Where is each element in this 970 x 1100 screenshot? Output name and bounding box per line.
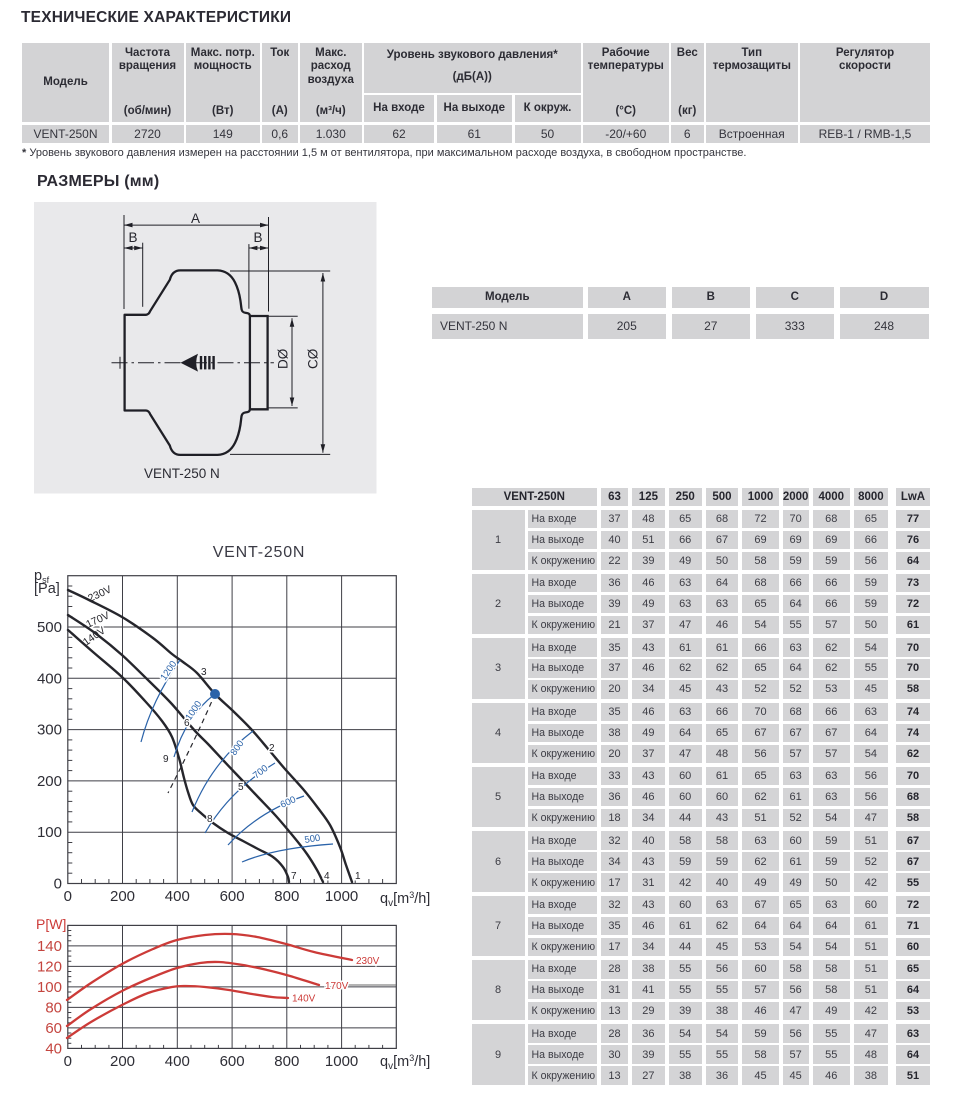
svg-text:9: 9 <box>163 754 169 765</box>
svg-text:B: B <box>129 230 138 245</box>
svg-text:100: 100 <box>37 824 62 841</box>
svg-text:170V: 170V <box>325 981 349 992</box>
svg-text:1: 1 <box>355 871 361 882</box>
svg-text:200: 200 <box>110 1053 135 1070</box>
svg-text:qv[m3/h]: qv[m3/h] <box>380 890 430 909</box>
svg-text:700: 700 <box>251 763 270 781</box>
svg-text:7: 7 <box>291 871 297 882</box>
svg-text:800: 800 <box>274 888 299 905</box>
svg-text:400: 400 <box>37 670 62 687</box>
svg-text:0: 0 <box>64 1053 72 1070</box>
svg-text:DØ: DØ <box>276 348 291 369</box>
svg-text:P[W]: P[W] <box>36 916 66 932</box>
svg-text:A: A <box>191 211 200 226</box>
svg-text:qv[m3/h]: qv[m3/h] <box>380 1053 430 1072</box>
svg-text:1000: 1000 <box>325 1053 358 1070</box>
svg-text:400: 400 <box>165 888 190 905</box>
svg-text:40: 40 <box>45 1040 62 1057</box>
svg-text:300: 300 <box>37 722 62 739</box>
svg-text:600: 600 <box>220 1053 245 1070</box>
svg-text:VENT-250N: VENT-250N <box>213 544 306 561</box>
svg-text:6: 6 <box>184 718 190 729</box>
svg-text:500: 500 <box>304 833 321 846</box>
svg-text:140V: 140V <box>292 994 316 1005</box>
svg-text:230V: 230V <box>356 956 380 967</box>
svg-text:80: 80 <box>45 999 62 1016</box>
svg-text:CØ: CØ <box>306 348 321 369</box>
svg-text:[Pa]: [Pa] <box>34 581 60 597</box>
svg-text:600: 600 <box>220 888 245 905</box>
svg-text:500: 500 <box>37 619 62 636</box>
svg-text:100: 100 <box>37 979 62 996</box>
svg-text:400: 400 <box>165 1053 190 1070</box>
svg-text:800: 800 <box>274 1053 299 1070</box>
svg-text:VENT-250 N: VENT-250 N <box>144 466 220 481</box>
svg-text:800: 800 <box>228 738 246 757</box>
svg-text:0: 0 <box>54 876 62 893</box>
svg-text:60: 60 <box>45 1020 62 1037</box>
svg-text:3: 3 <box>201 667 207 678</box>
svg-text:2: 2 <box>269 743 275 754</box>
svg-text:1200: 1200 <box>158 659 179 683</box>
svg-text:5: 5 <box>238 782 244 793</box>
svg-text:8: 8 <box>207 814 213 825</box>
svg-text:200: 200 <box>110 888 135 905</box>
svg-text:0: 0 <box>64 888 72 905</box>
svg-text:200: 200 <box>37 773 62 790</box>
svg-text:600: 600 <box>279 794 298 810</box>
svg-text:120: 120 <box>37 958 62 975</box>
svg-text:B: B <box>254 230 263 245</box>
svg-text:140: 140 <box>37 938 62 955</box>
svg-text:1000: 1000 <box>325 888 358 905</box>
svg-text:4: 4 <box>324 871 330 882</box>
